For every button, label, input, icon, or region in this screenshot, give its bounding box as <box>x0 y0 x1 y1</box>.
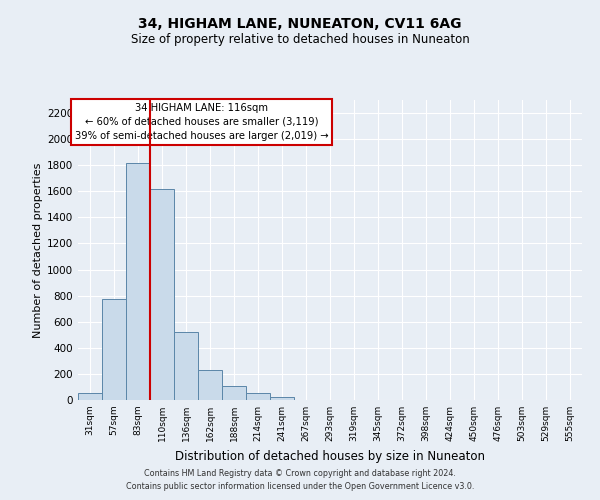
Text: 34 HIGHAM LANE: 116sqm
← 60% of detached houses are smaller (3,119)
39% of semi-: 34 HIGHAM LANE: 116sqm ← 60% of detached… <box>74 103 328 141</box>
Text: Contains public sector information licensed under the Open Government Licence v3: Contains public sector information licen… <box>126 482 474 491</box>
Bar <box>174 332 198 400</box>
Text: Size of property relative to detached houses in Nuneaton: Size of property relative to detached ho… <box>131 32 469 46</box>
Text: Contains HM Land Registry data © Crown copyright and database right 2024.: Contains HM Land Registry data © Crown c… <box>144 468 456 477</box>
Y-axis label: Number of detached properties: Number of detached properties <box>33 162 43 338</box>
Bar <box>126 162 150 400</box>
Bar <box>150 188 174 400</box>
Bar <box>270 396 294 400</box>
Bar <box>222 386 246 400</box>
X-axis label: Distribution of detached houses by size in Nuneaton: Distribution of detached houses by size … <box>175 450 485 462</box>
Bar <box>246 393 270 400</box>
Bar <box>78 394 102 400</box>
Bar <box>102 299 126 400</box>
Text: 34, HIGHAM LANE, NUNEATON, CV11 6AG: 34, HIGHAM LANE, NUNEATON, CV11 6AG <box>138 18 462 32</box>
Bar <box>198 370 222 400</box>
